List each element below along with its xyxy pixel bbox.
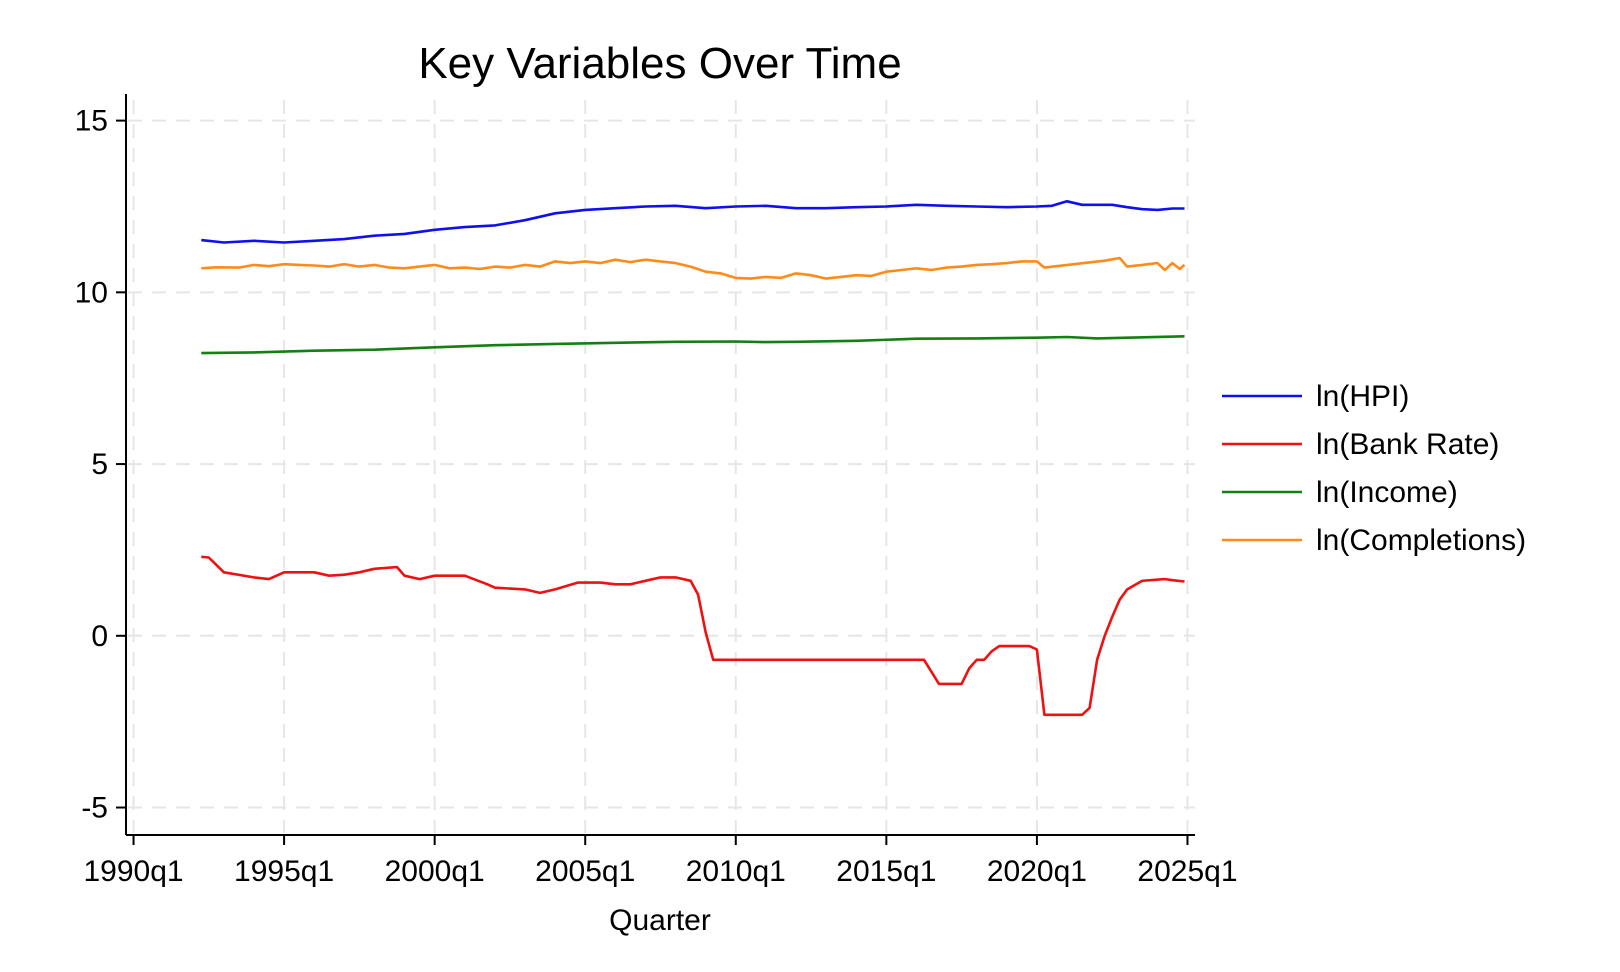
x-tick-label: 2020q1 xyxy=(987,855,1087,888)
series-line-1 xyxy=(201,200,1185,244)
y-tick-label: 10 xyxy=(75,276,108,309)
x-tick-label: 2025q1 xyxy=(1137,855,1237,888)
x-tick-label: 2010q1 xyxy=(686,855,786,888)
legend-label: ln(HPI) xyxy=(1316,380,1409,413)
series-lines xyxy=(201,200,1186,717)
y-tick-label: -5 xyxy=(81,792,108,825)
axes: 15 10 5 0 -5 1990q1 1995q1 2000q1 2005q1 2010q1 20… xyxy=(75,94,1238,888)
chart-title: Key Variables Over Time xyxy=(418,39,901,88)
legend: ln(HPI) ln(Bank Rate) ln(Income) ln(Complet… xyxy=(1222,380,1526,557)
series-line-4 xyxy=(201,256,1186,280)
x-tick-label: 1990q1 xyxy=(83,855,183,888)
x-tick-label: 2000q1 xyxy=(385,855,485,888)
legend-label: ln(Income) xyxy=(1316,476,1458,509)
series-line-3 xyxy=(201,335,1185,355)
legend-label: ln(Completions) xyxy=(1316,524,1526,557)
x-tick-label: 2015q1 xyxy=(836,855,936,888)
grid-lines xyxy=(128,100,1195,833)
series-line-2 xyxy=(201,555,1185,717)
y-tick-label: 0 xyxy=(91,620,108,653)
y-tick-label: 5 xyxy=(91,448,108,481)
legend-label: ln(Bank Rate) xyxy=(1316,428,1499,461)
x-tick-label: 1995q1 xyxy=(234,855,334,888)
x-axis-title: Quarter xyxy=(609,904,711,937)
y-tick-label: 15 xyxy=(75,105,108,138)
x-tick-label: 2005q1 xyxy=(535,855,635,888)
